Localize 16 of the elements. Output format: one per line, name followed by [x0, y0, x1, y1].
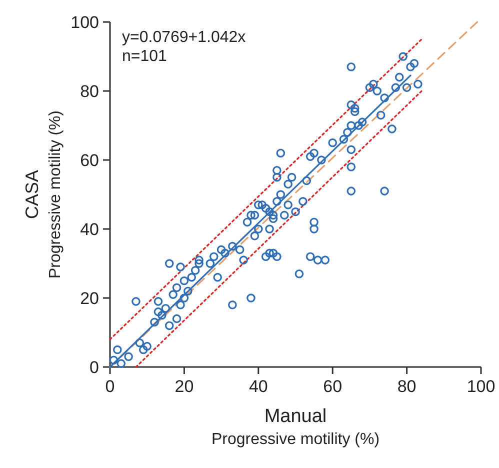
y-tick-label: 40: [80, 220, 99, 239]
x-axis-title: Manual Progressive motility (%): [211, 406, 380, 448]
x-tick-label: 20: [174, 377, 194, 396]
y-tick-label: 100: [70, 13, 99, 32]
x-tick-label: 80: [397, 377, 416, 396]
x-tick-label: 60: [323, 377, 342, 396]
y-tick-label: 0: [90, 358, 99, 377]
x-tick-label: 40: [248, 377, 268, 396]
annotation: y=0.0769+1.042x: [122, 29, 246, 46]
y-tick-label: 20: [80, 289, 99, 308]
x-tick-label: 100: [466, 377, 496, 396]
x-tick-label: 0: [105, 377, 115, 396]
y-axis-title: CASA Progressive motility (%): [22, 110, 64, 279]
y-tick-label: 80: [80, 82, 99, 101]
annotation: n=101: [122, 48, 168, 65]
y-tick-label: 60: [80, 151, 99, 170]
